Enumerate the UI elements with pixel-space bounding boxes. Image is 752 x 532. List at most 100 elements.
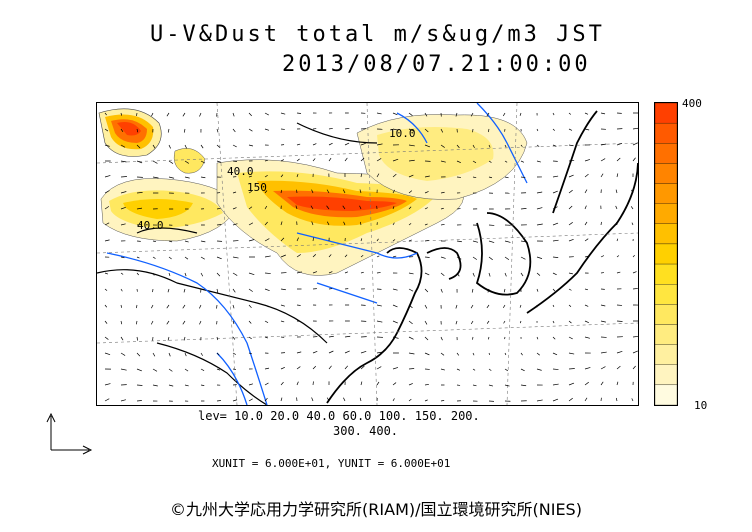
country-borders [97,122,378,405]
wind-arrow [264,320,269,324]
wind-arrow [328,142,333,146]
wind-arrow [168,352,171,357]
wind-arrow [440,272,445,277]
wind-arrow [568,272,573,275]
wind-arrow [470,112,474,117]
wind-arrow [630,206,634,210]
colorbar-band [654,284,678,305]
wind-arrow [408,272,414,275]
wind-arrow [248,288,253,292]
wind-arrow [488,256,493,261]
wind-arrow [504,272,507,277]
wind-arrow [504,176,509,179]
wind-arrow [232,272,238,276]
wind-arrow [568,320,572,324]
wind-arrow [104,383,111,386]
wind-arrow [536,128,539,132]
wind-arrow [504,352,507,356]
wind-arrow [616,255,620,258]
wind-arrow [584,336,590,339]
wind-arrow [408,112,413,116]
wind-arrow [166,112,170,117]
wind-arrow [359,397,362,402]
wind-arrow [168,384,174,387]
wind-arrow [552,206,558,210]
contour-label: 40.0 [137,219,164,232]
wind-arrow [152,160,158,164]
wind-arrow [280,221,283,226]
wind-arrow [296,173,299,178]
wind-arrow [151,112,154,117]
wind-arrow [104,398,110,402]
wind-arrow [520,144,523,147]
wind-arrow [311,189,314,194]
colorbar-band [654,183,678,204]
wind-arrow [248,320,252,324]
wind-arrow [359,189,362,194]
wind-arrow [471,288,474,293]
wind-arrow [376,173,380,178]
colorbar-band [654,344,678,365]
wind-arrow [584,112,589,115]
wind-arrow [584,205,587,210]
wind-arrow [424,399,428,402]
wind-arrow [440,160,446,163]
contour-label: 10.0 [389,127,416,140]
wind-arrow [568,174,574,178]
wind-arrow [536,288,539,292]
wind-arrow [376,366,382,370]
wind-arrow [166,320,170,325]
colorbar-band [654,324,678,345]
wind-arrow [184,352,187,357]
wind-arrow [424,304,428,309]
wind-arrow [424,240,429,242]
wind-arrow [376,112,382,115]
wind-arrow [616,222,618,226]
wind-arrow [568,382,575,386]
wind-arrow [280,381,284,386]
wind-arrow [472,272,475,277]
wind-arrow [440,191,445,194]
wind-arrow [216,160,222,163]
wind-arrow [248,352,252,355]
wind-arrow [392,206,395,210]
wind-arrow [168,144,171,149]
contour-label: 150 [247,181,267,194]
wind-arrow [280,159,285,162]
wind-arrow [328,365,332,370]
wind-arrow [536,272,541,276]
wind-arrow [568,128,573,131]
wind-arrow [631,398,634,402]
wind-arrow [392,255,397,258]
title-line-2-datetime: 2013/08/07.21:00:00 [282,52,591,77]
wind-arrow [616,173,619,178]
wind-arrow [584,189,588,194]
wind-arrow [520,208,527,210]
wind-arrow [280,112,286,115]
wind-arrow [392,398,395,402]
wind-arrow [376,351,383,354]
wind-arrow [520,368,525,372]
wind-arrow [376,320,383,323]
colorbar-svg [654,102,678,406]
wind-arrow [488,160,492,163]
wind-arrow [488,384,494,387]
wind-arrow [264,159,268,162]
wind-arrow [504,368,509,372]
wind-arrow [616,271,621,274]
wind-arrow [456,272,460,277]
wind-arrow [248,206,253,210]
wind-arrow [552,256,559,259]
wind-arrow [600,238,604,242]
wind-arrow [200,384,205,386]
wind-arrow [392,189,395,194]
wind-arrow [360,271,364,274]
wind-arrow [136,336,139,341]
wind-arrow [152,272,155,276]
wind-arrow [487,336,490,340]
wind-arrow [584,288,589,291]
wind-arrow [296,271,302,274]
wind-arrow [408,128,414,132]
wind-arrow [168,256,172,260]
wind-arrow [248,383,254,386]
